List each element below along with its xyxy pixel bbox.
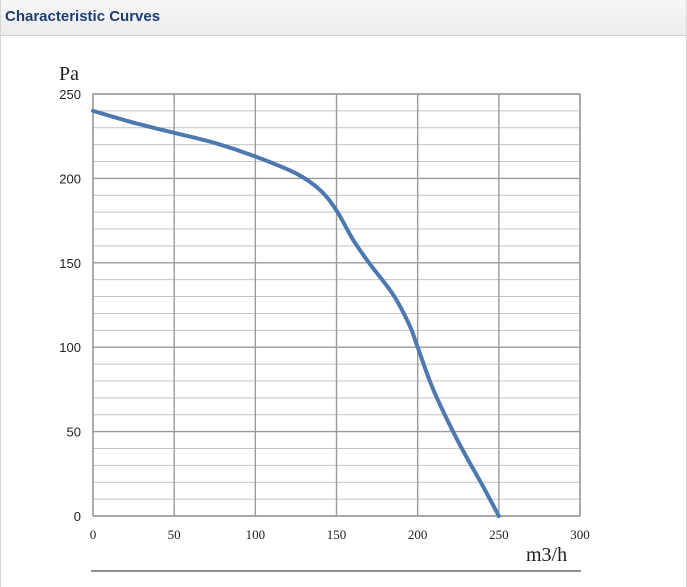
plot-frame [92, 93, 581, 517]
y-tick-label: 150 [59, 256, 81, 271]
x-axis-label: m3/h [526, 544, 567, 566]
x-tick-label: 300 [570, 527, 590, 542]
y-tick-label: 200 [59, 171, 81, 186]
x-tick-label: 200 [408, 527, 428, 542]
panel-header: Characteristic Curves [1, 0, 686, 36]
y-axis-label: Pa [59, 63, 79, 85]
grid [92, 93, 581, 517]
x-tick-label: 250 [489, 527, 509, 542]
panel-title: Characteristic Curves [5, 8, 161, 25]
x-tick-label: 0 [90, 527, 97, 542]
y-tick-label: 0 [74, 509, 81, 524]
x-tick-label: 100 [246, 527, 266, 542]
x-tick-label: 50 [168, 527, 181, 542]
y-tick-label: 250 [59, 87, 81, 102]
x-tick-label: 150 [327, 527, 347, 542]
series-layer [91, 108, 501, 518]
y-tick-label: 100 [59, 340, 81, 355]
y-tick-label: 50 [67, 425, 81, 440]
tick-labels: 0 50 100 150 200 250 0 50 100 150 200 250 300 [59, 87, 589, 542]
